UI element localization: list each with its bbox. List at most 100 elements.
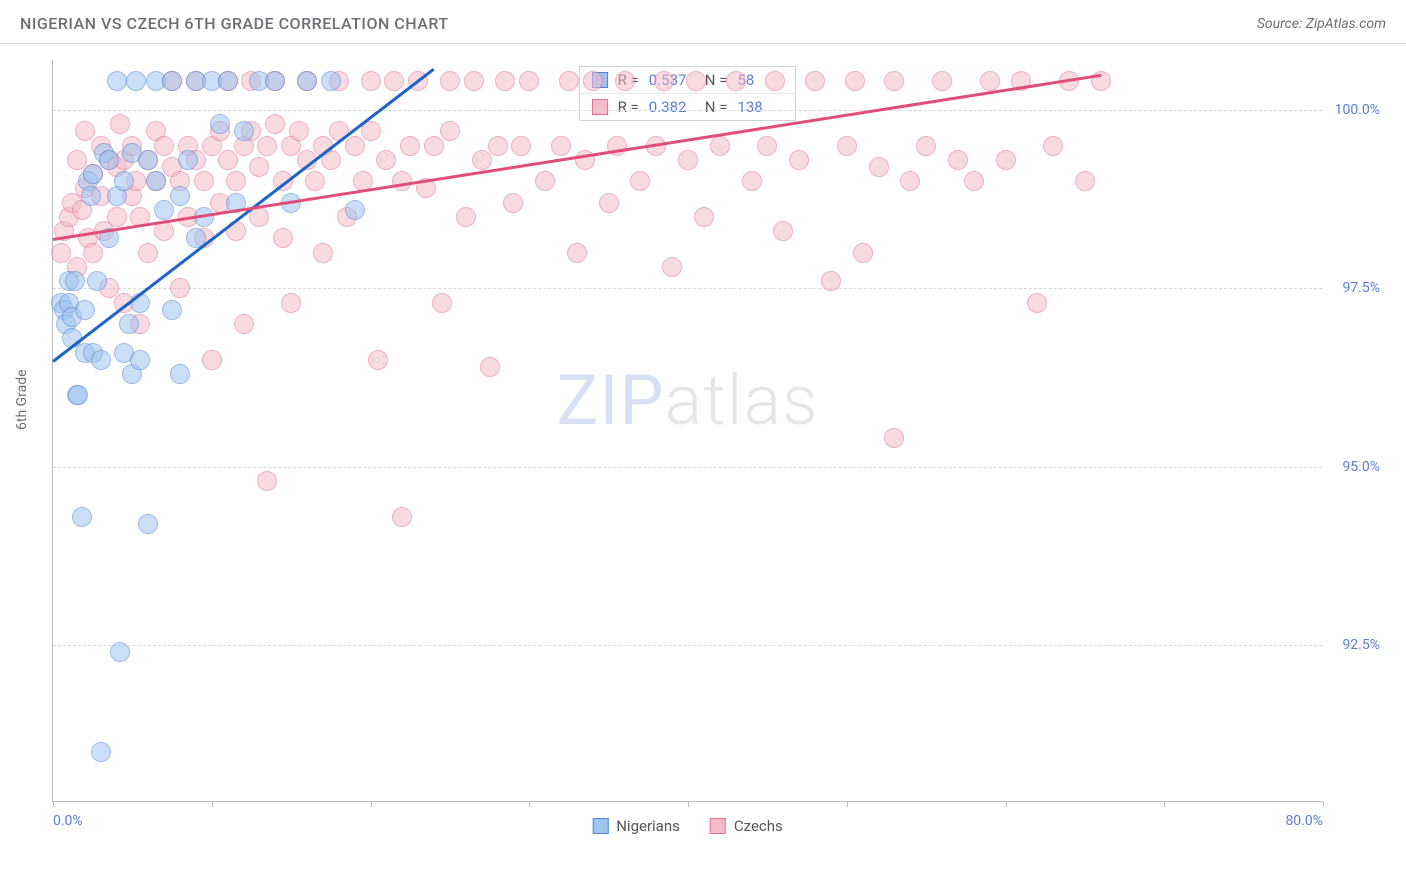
data-point-nigerians (210, 114, 230, 134)
data-point-czechs (345, 136, 365, 156)
x-tick (847, 801, 848, 807)
data-point-czechs (615, 71, 635, 91)
data-point-czechs (83, 243, 103, 263)
data-point-czechs (75, 121, 95, 141)
legend-item-nigerians: Nigerians (592, 817, 680, 835)
data-point-czechs (170, 278, 190, 298)
data-point-czechs (456, 207, 476, 227)
data-point-czechs (845, 71, 865, 91)
chart-area: 6th Grade ZIPatlas R = 0.537 N = 58 R = … (20, 50, 1386, 840)
data-point-nigerians (91, 350, 111, 370)
data-point-nigerians (345, 200, 365, 220)
data-point-czechs (51, 243, 71, 263)
data-point-czechs (488, 136, 508, 156)
data-point-czechs (257, 471, 277, 491)
data-point-czechs (503, 193, 523, 213)
y-tick-label: 100.0% (1335, 102, 1380, 118)
data-point-czechs (289, 121, 309, 141)
swatch-nigerians-bottom (592, 818, 608, 834)
y-tick-label: 92.5% (1342, 637, 1380, 653)
trend-line-czechs (53, 74, 1101, 241)
data-point-czechs (948, 150, 968, 170)
data-point-czechs (376, 150, 396, 170)
chart-title: NIGERIAN VS CZECH 6TH GRADE CORRELATION … (20, 14, 449, 33)
data-point-nigerians (65, 271, 85, 291)
data-point-nigerians (75, 300, 95, 320)
data-point-nigerians (87, 271, 107, 291)
plot-region: ZIPatlas R = 0.537 N = 58 R = 0.382 N = … (52, 60, 1322, 802)
series-legend: Nigerians Czechs (592, 817, 783, 835)
x-tick (688, 801, 689, 807)
data-point-czechs (234, 314, 254, 334)
data-point-czechs (67, 150, 87, 170)
data-point-czechs (472, 150, 492, 170)
data-point-nigerians (72, 507, 92, 527)
data-point-nigerians (91, 742, 111, 762)
data-point-czechs (742, 171, 762, 191)
data-point-czechs (464, 71, 484, 91)
data-point-czechs (694, 207, 714, 227)
data-point-nigerians (99, 150, 119, 170)
data-point-czechs (480, 357, 500, 377)
data-point-czechs (265, 114, 285, 134)
data-point-czechs (662, 257, 682, 277)
data-point-czechs (551, 136, 571, 156)
x-tick-label: 80.0% (1285, 813, 1323, 829)
data-point-czechs (202, 350, 222, 370)
data-point-nigerians (114, 171, 134, 191)
y-tick-label: 97.5% (1342, 280, 1380, 296)
data-point-czechs (440, 121, 460, 141)
data-point-czechs (154, 136, 174, 156)
data-point-czechs (726, 71, 746, 91)
data-point-czechs (392, 507, 412, 527)
data-point-czechs (654, 71, 674, 91)
gridline (53, 645, 1322, 646)
swatch-czechs (592, 99, 608, 115)
chart-header: NIGERIAN VS CZECH 6TH GRADE CORRELATION … (0, 0, 1406, 44)
data-point-czechs (424, 136, 444, 156)
data-point-czechs (1043, 136, 1063, 156)
data-point-czechs (495, 71, 515, 91)
data-point-czechs (107, 207, 127, 227)
data-point-czechs (932, 71, 952, 91)
data-point-czechs (1075, 171, 1095, 191)
legend-item-czechs: Czechs (710, 817, 783, 835)
data-point-czechs (853, 243, 873, 263)
data-point-czechs (226, 171, 246, 191)
data-point-czechs (110, 114, 130, 134)
data-point-czechs (519, 71, 539, 91)
data-point-czechs (218, 150, 238, 170)
data-point-nigerians (297, 71, 317, 91)
data-point-nigerians (146, 171, 166, 191)
data-point-czechs (916, 136, 936, 156)
data-point-czechs (630, 171, 650, 191)
data-point-czechs (765, 71, 785, 91)
data-point-czechs (138, 243, 158, 263)
data-point-czechs (837, 136, 857, 156)
data-point-czechs (273, 228, 293, 248)
x-tick (53, 801, 54, 807)
data-point-nigerians (138, 514, 158, 534)
y-axis-label: 6th Grade (14, 369, 30, 430)
data-point-czechs (599, 193, 619, 213)
data-point-czechs (305, 171, 325, 191)
data-point-czechs (432, 293, 452, 313)
data-point-nigerians (83, 164, 103, 184)
data-point-czechs (757, 136, 777, 156)
data-point-czechs (583, 71, 603, 91)
data-point-czechs (281, 293, 301, 313)
data-point-nigerians (162, 71, 182, 91)
watermark: ZIPatlas (557, 360, 819, 442)
data-point-czechs (440, 71, 460, 91)
data-point-czechs (710, 136, 730, 156)
data-point-nigerians (107, 71, 127, 91)
data-point-czechs (361, 71, 381, 91)
data-point-czechs (194, 171, 214, 191)
data-point-czechs (678, 150, 698, 170)
data-point-czechs (567, 243, 587, 263)
swatch-czechs-bottom (710, 818, 726, 834)
y-tick-label: 95.0% (1342, 459, 1380, 475)
x-tick (212, 801, 213, 807)
data-point-nigerians (154, 200, 174, 220)
data-point-czechs (368, 350, 388, 370)
